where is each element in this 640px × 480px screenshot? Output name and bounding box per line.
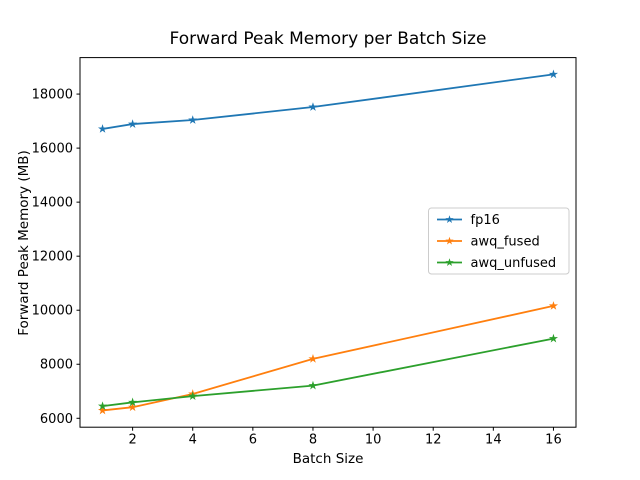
legend-swatch-marker-fp16 bbox=[445, 215, 454, 223]
legend-entry-awq_fused: awq_fused bbox=[471, 235, 540, 250]
y-tick-label: 6000 bbox=[40, 412, 73, 427]
x-tick-label: 4 bbox=[189, 433, 197, 448]
y-tick-label: 10000 bbox=[32, 304, 73, 319]
y-tick-label: 18000 bbox=[32, 88, 73, 103]
legend-swatch-marker-awq_unfused bbox=[445, 258, 454, 266]
data-point-marker-awq_unfused bbox=[548, 333, 559, 343]
x-tick-label: 16 bbox=[545, 433, 562, 448]
data-point-marker-awq_fused bbox=[308, 354, 318, 363]
data-point-marker-fp16 bbox=[308, 102, 318, 111]
y-tick-label: 8000 bbox=[40, 358, 73, 373]
legend-swatch-marker-awq_fused bbox=[445, 236, 454, 245]
x-tick-label: 14 bbox=[485, 433, 502, 448]
series-line-awq_fused bbox=[101, 304, 555, 412]
axes-frame bbox=[79, 57, 577, 428]
y-tick-label: 16000 bbox=[32, 142, 73, 157]
chart-title: Forward Peak Memory per Batch Size bbox=[169, 29, 487, 49]
data-point-marker-awq_fused bbox=[548, 301, 559, 310]
data-point-marker-awq_unfused bbox=[308, 380, 318, 390]
x-tick-label: 8 bbox=[309, 433, 317, 448]
data-point-marker-awq_fused bbox=[97, 405, 108, 415]
data-point-marker-fp16 bbox=[188, 115, 198, 124]
data-point-marker-awq_unfused bbox=[188, 391, 198, 401]
legend-entry-fp16: fp16 bbox=[471, 213, 500, 228]
data-point-marker-fp16 bbox=[128, 119, 138, 128]
data-point-marker-awq_fused bbox=[128, 402, 138, 412]
x-axis-label: Batch Size bbox=[292, 451, 364, 467]
x-tick-label: 6 bbox=[249, 433, 257, 448]
legend-entry-awq_unfused: awq_unfused bbox=[471, 256, 557, 271]
series-line-awq_unfused bbox=[101, 337, 555, 408]
data-point-marker-awq_unfused bbox=[128, 397, 138, 407]
x-tick-label: 10 bbox=[365, 433, 382, 448]
y-tick-label: 14000 bbox=[32, 196, 73, 211]
x-tick-label: 12 bbox=[425, 433, 442, 448]
data-point-marker-fp16 bbox=[548, 69, 559, 79]
data-point-marker-fp16 bbox=[97, 124, 108, 133]
legend-box bbox=[428, 207, 570, 275]
data-point-marker-awq_unfused bbox=[97, 401, 108, 411]
y-tick-label: 12000 bbox=[32, 250, 73, 265]
series-line-fp16 bbox=[101, 73, 555, 130]
x-tick-label: 2 bbox=[128, 433, 136, 448]
